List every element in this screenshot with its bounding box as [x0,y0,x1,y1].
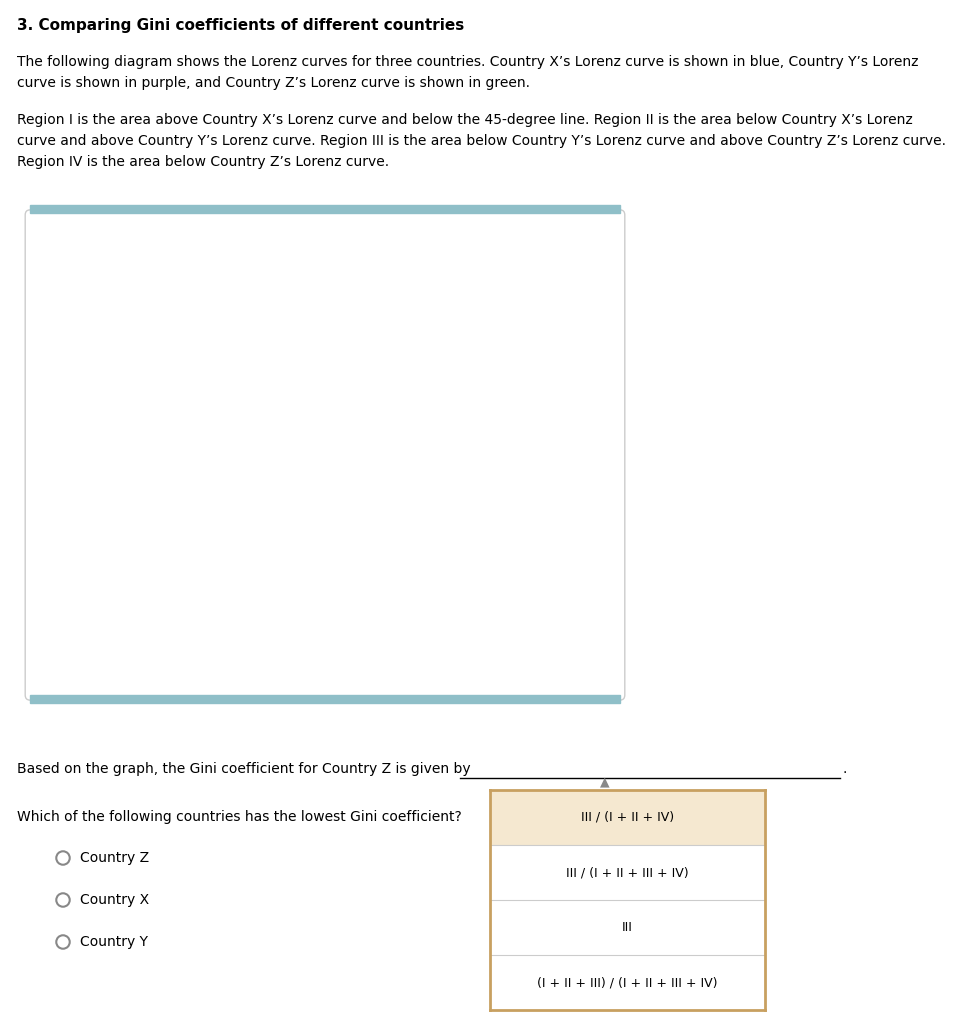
Circle shape [57,851,70,864]
Text: (I + II + III) / (I + II + III + IV): (I + II + III) / (I + II + III + IV) [537,976,718,989]
Text: 3. Comparing Gini coefficients of different countries: 3. Comparing Gini coefficients of differ… [17,18,464,33]
Text: III: III [322,549,333,561]
Text: IV: IV [393,549,406,561]
Circle shape [57,935,70,948]
Text: II: II [249,549,256,561]
Circle shape [576,209,618,251]
Text: ?: ? [591,222,603,242]
Text: III / (I + II + III + IV): III / (I + II + III + IV) [566,866,689,879]
Text: III: III [622,921,633,934]
Text: The following diagram shows the Lorenz curves for three countries. Country X’s L: The following diagram shows the Lorenz c… [17,55,919,69]
Text: ▲: ▲ [601,775,610,788]
Text: Based on the graph, the Gini coefficient for Country Z is given by: Based on the graph, the Gini coefficient… [17,762,471,776]
Text: Country Z: Country Z [80,851,149,865]
Text: Which of the following countries has the lowest Gini coefficient?: Which of the following countries has the… [17,810,462,824]
Text: Region IV is the area below Country Z’s Lorenz curve.: Region IV is the area below Country Z’s … [17,155,389,169]
Text: Country Y: Country Y [80,935,148,949]
Text: Country Y: Country Y [294,474,352,486]
Text: I: I [184,549,186,561]
Text: Region I is the area above Country X’s Lorenz curve and below the 45-degree line: Region I is the area above Country X’s L… [17,113,913,127]
Text: Country X: Country X [80,893,149,907]
Text: Country X: Country X [294,432,353,445]
Text: .: . [843,762,848,776]
Bar [490,790,765,845]
Circle shape [57,893,70,906]
Text: ▼: ▼ [849,767,857,777]
Text: curve is shown in purple, and Country Z’s Lorenz curve is shown in green.: curve is shown in purple, and Country Z’… [17,76,530,90]
Text: Country Z: Country Z [319,511,379,524]
Text: III / (I + II + IV): III / (I + II + IV) [581,811,674,824]
Y-axis label: CUMULATIVE PERCENTAGE OF INCOME: CUMULATIVE PERCENTAGE OF INCOME [33,338,42,578]
X-axis label: CUMULATIVE PERCENTAGE OF HOUSEHOLDS: CUMULATIVE PERCENTAGE OF HOUSEHOLDS [152,673,428,683]
Text: curve and above Country Y’s Lorenz curve. Region III is the area below Country Y: curve and above Country Y’s Lorenz curve… [17,134,947,148]
